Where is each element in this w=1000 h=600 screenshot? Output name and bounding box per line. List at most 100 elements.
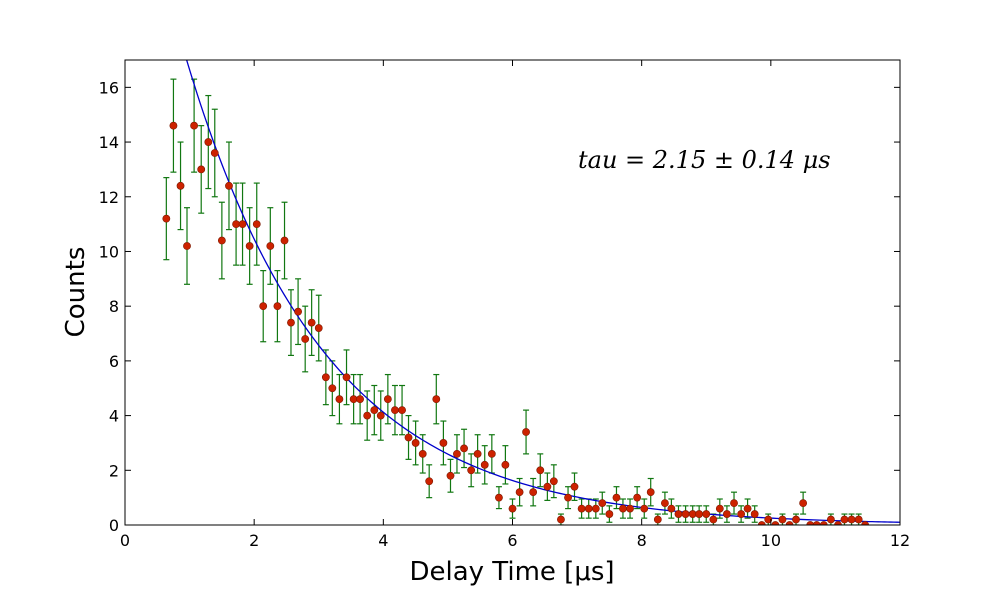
y-tick-label-5: 10 xyxy=(99,242,119,261)
data-point-31 xyxy=(376,411,385,420)
data-point-42 xyxy=(453,449,461,458)
data-point-95 xyxy=(819,521,828,525)
x-tick-label-0: 0 xyxy=(120,531,130,550)
data-point-65 xyxy=(612,493,621,502)
data-point-78 xyxy=(702,510,711,518)
y-tick-label-1: 2 xyxy=(109,461,119,480)
data-point-63 xyxy=(598,499,607,508)
data-point-49 xyxy=(501,460,510,469)
data-point-99 xyxy=(847,515,856,524)
data-point-48 xyxy=(495,493,503,502)
data-point-22 xyxy=(314,324,323,332)
data-point-61 xyxy=(584,504,593,513)
data-point-80 xyxy=(715,504,724,513)
x-tick-label-4: 8 xyxy=(637,531,647,550)
data-point-98 xyxy=(840,515,849,524)
data-point-59 xyxy=(570,482,579,491)
data-point-89 xyxy=(778,515,787,524)
data-point-3 xyxy=(183,242,191,250)
data-point-72 xyxy=(661,499,669,508)
data-point-73 xyxy=(667,504,676,513)
x-tick-label-1: 2 xyxy=(249,531,259,550)
x-tick-label-3: 6 xyxy=(507,531,517,550)
data-point-74 xyxy=(674,510,683,518)
data-point-23 xyxy=(321,373,330,382)
data-point-7 xyxy=(210,149,219,157)
data-point-69 xyxy=(640,504,649,513)
data-point-101 xyxy=(861,521,870,525)
y-tick-label-3: 6 xyxy=(109,352,119,371)
y-axis: 0 2 4 6 8 10 12 14 16 xyxy=(99,78,900,535)
data-point-50 xyxy=(508,504,517,513)
data-point-11 xyxy=(238,220,247,229)
y-tick-label-0: 0 xyxy=(109,516,119,535)
x-tick-label-6: 12 xyxy=(890,531,910,550)
data-point-16 xyxy=(273,302,282,311)
data-point-54 xyxy=(536,466,545,475)
data-point-92 xyxy=(799,499,808,508)
points-layer xyxy=(162,121,870,525)
data-point-24 xyxy=(328,384,337,393)
data-point-10 xyxy=(232,220,240,229)
data-point-82 xyxy=(730,499,738,508)
data-point-4 xyxy=(190,121,199,130)
fit-curve xyxy=(185,60,900,523)
data-point-100 xyxy=(854,515,863,524)
data-point-38 xyxy=(425,477,434,486)
data-point-51 xyxy=(515,488,524,497)
data-point-75 xyxy=(681,510,690,518)
data-point-71 xyxy=(653,515,662,524)
data-point-45 xyxy=(473,449,482,458)
data-point-32 xyxy=(383,395,392,404)
data-point-90 xyxy=(785,521,794,525)
data-point-29 xyxy=(363,411,372,420)
data-point-47 xyxy=(487,449,496,458)
data-point-6 xyxy=(204,138,213,146)
data-point-53 xyxy=(529,488,538,497)
y-tick-label-6: 12 xyxy=(99,188,119,207)
data-point-52 xyxy=(522,428,530,436)
data-point-77 xyxy=(695,510,704,518)
x-tick-label-2: 4 xyxy=(378,531,388,550)
plot-frame xyxy=(124,59,901,526)
data-point-30 xyxy=(370,406,379,415)
data-point-55 xyxy=(543,482,552,491)
data-point-26 xyxy=(342,373,351,382)
data-point-58 xyxy=(564,493,572,502)
data-point-81 xyxy=(723,510,731,518)
data-point-14 xyxy=(259,302,268,311)
data-point-84 xyxy=(743,504,752,513)
x-axis: 0 2 4 6 8 10 12 xyxy=(120,60,910,550)
data-point-40 xyxy=(439,439,448,447)
data-point-1 xyxy=(169,121,178,130)
data-point-96 xyxy=(826,515,835,524)
data-point-2 xyxy=(176,181,185,190)
data-point-66 xyxy=(619,504,627,513)
data-point-56 xyxy=(549,477,558,486)
data-point-25 xyxy=(335,395,344,404)
data-point-44 xyxy=(467,466,476,475)
data-point-68 xyxy=(633,493,642,502)
data-point-8 xyxy=(217,236,226,245)
data-point-20 xyxy=(301,335,310,343)
data-point-93 xyxy=(806,521,815,525)
data-point-57 xyxy=(557,515,565,524)
data-point-83 xyxy=(737,510,746,518)
y-tick-label-8: 16 xyxy=(99,78,119,97)
data-point-15 xyxy=(266,242,275,250)
data-point-21 xyxy=(307,318,316,327)
data-point-43 xyxy=(460,444,468,453)
data-point-34 xyxy=(398,406,406,415)
y-axis-label: Counts xyxy=(61,247,91,338)
data-point-76 xyxy=(688,510,697,518)
data-point-91 xyxy=(792,515,800,524)
tau-annotation: tau = 2.15 ± 0.14 μs xyxy=(578,146,831,174)
data-point-19 xyxy=(294,307,302,316)
x-axis-label: Delay Time [μs] xyxy=(409,557,614,587)
data-point-85 xyxy=(750,510,759,518)
data-point-87 xyxy=(764,515,773,524)
y-tick-label-7: 14 xyxy=(99,133,119,152)
data-point-46 xyxy=(480,460,489,469)
data-point-36 xyxy=(411,439,420,447)
